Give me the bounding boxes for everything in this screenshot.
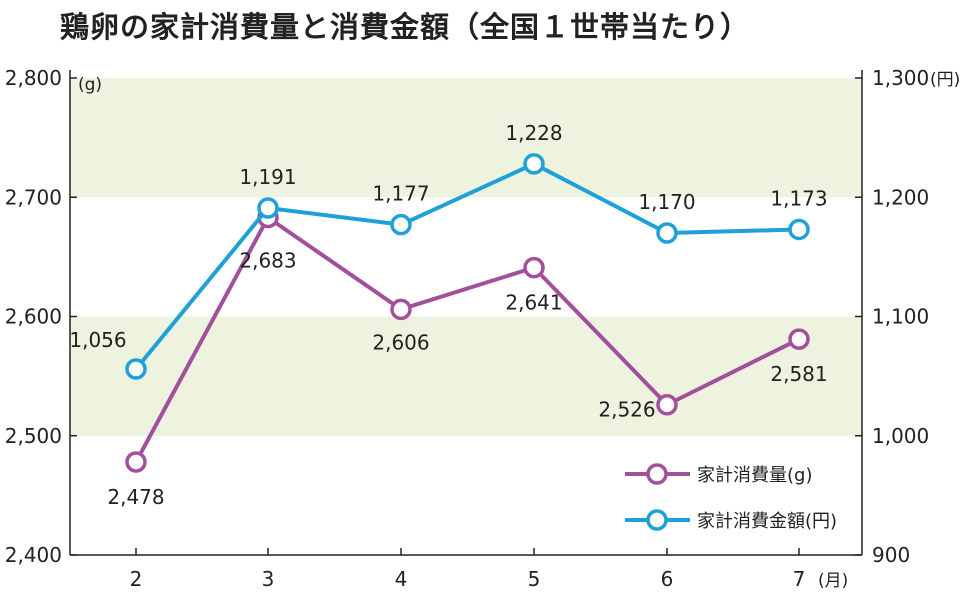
- data-label: 2,606: [372, 330, 429, 354]
- legend-marker: [646, 463, 668, 485]
- right-tick-label: 1,100: [872, 305, 929, 329]
- data-label: 1,173: [770, 186, 827, 210]
- right-tick-label: 1,200: [872, 185, 929, 209]
- data-label: 2,683: [239, 249, 296, 273]
- right-tick-label: 1,300: [872, 66, 929, 90]
- data-point: [125, 451, 147, 473]
- legend-marker: [646, 509, 668, 531]
- legend-label: 家計消費量(g): [697, 465, 812, 486]
- data-point: [656, 393, 678, 416]
- data-point: [257, 197, 279, 219]
- data-point: [523, 256, 545, 279]
- series-line-1: [134, 161, 800, 371]
- data-label: 2,526: [598, 398, 655, 422]
- x-tick-label: 2: [130, 567, 143, 591]
- data-label: 2,581: [770, 362, 827, 386]
- data-label: 1,228: [505, 121, 562, 145]
- x-tick-label: 3: [262, 567, 275, 591]
- left-tick-label: 2,600: [5, 305, 62, 329]
- data-label: 1,056: [69, 328, 126, 352]
- legend-label: 家計消費金額(円): [697, 511, 837, 532]
- data-point: [125, 358, 147, 380]
- series-line-0: [134, 214, 800, 463]
- data-point: [390, 213, 412, 236]
- background-band: [70, 316, 862, 436]
- data-point: [390, 298, 412, 321]
- data-label: 2,641: [505, 291, 562, 315]
- chart-title: 鶏卵の家計消費量と消費金額（全国１世帯当たり）: [60, 10, 751, 44]
- right-axis-unit: (円): [930, 70, 960, 90]
- data-label: 1,191: [239, 165, 296, 189]
- right-tick-label: 1,000: [872, 424, 929, 448]
- right-tick-label: 900: [872, 543, 910, 567]
- x-tick-label: 5: [528, 567, 541, 591]
- background-band: [70, 78, 862, 198]
- x-tick-label: 6: [661, 567, 674, 591]
- data-label: 2,478: [107, 485, 164, 509]
- left-tick-label: 2,500: [5, 424, 62, 448]
- data-point: [788, 218, 810, 241]
- x-tick-label: 7: [793, 567, 806, 591]
- left-axis-unit: (g): [78, 75, 102, 95]
- x-tick-label: 4: [395, 567, 408, 591]
- left-tick-label: 2,700: [5, 185, 62, 209]
- data-point: [788, 328, 810, 350]
- left-tick-label: 2,800: [5, 66, 62, 90]
- data-point: [656, 222, 678, 244]
- data-label: 1,170: [638, 190, 695, 214]
- data-label: 1,177: [372, 182, 429, 206]
- left-tick-label: 2,400: [5, 543, 62, 567]
- x-axis-unit: (月): [818, 571, 848, 591]
- data-point: [523, 153, 545, 175]
